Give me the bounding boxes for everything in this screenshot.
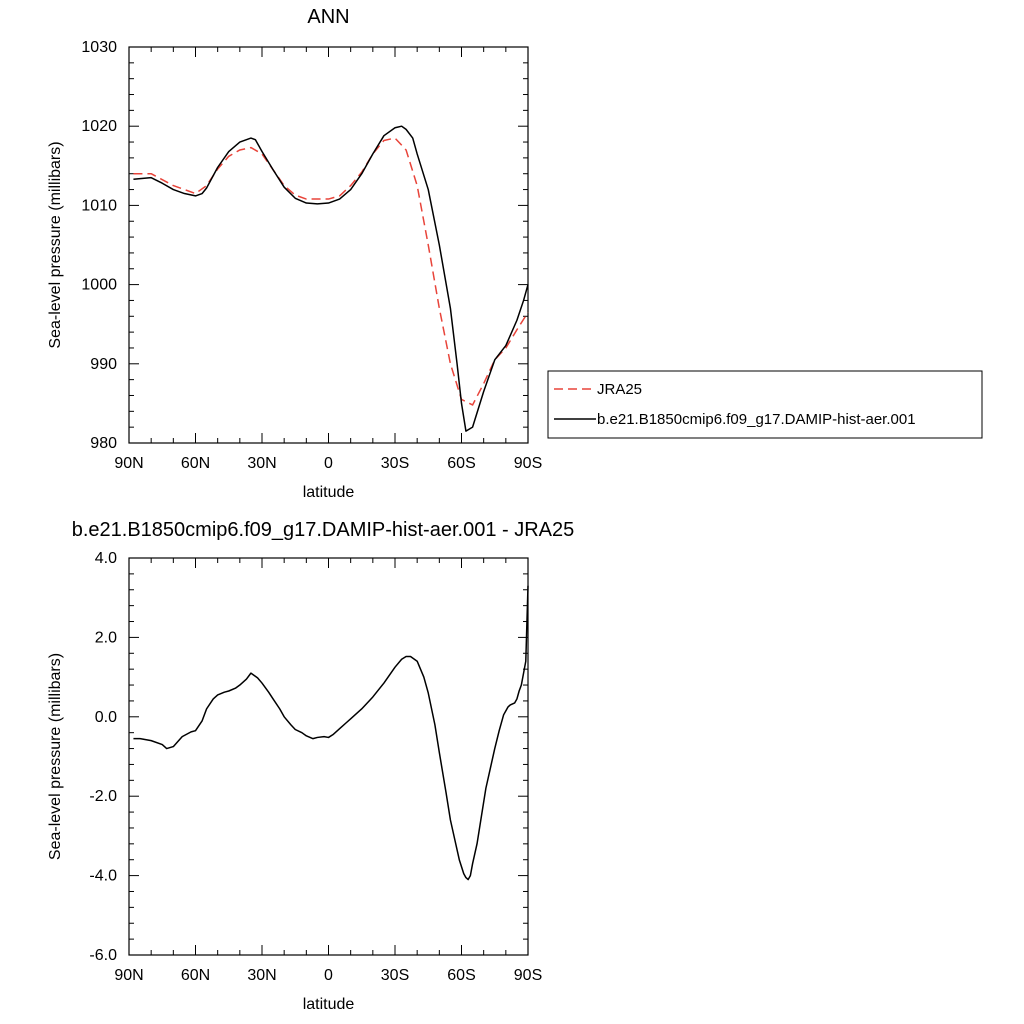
x-tick-label: 0 xyxy=(324,455,333,472)
legend-label-1: b.e21.B1850cmip6.f09_g17.DAMIP-hist-aer.… xyxy=(597,411,916,428)
y-tick-label: 0.0 xyxy=(95,709,117,726)
x-tick-label: 90S xyxy=(514,967,542,984)
x-tick-label: 90N xyxy=(114,967,143,984)
x-tick-label: 30S xyxy=(381,455,409,472)
legend: JRA25 b.e21.B1850cmip6.f09_g17.DAMIP-hist… xyxy=(547,370,983,439)
y-tick-label: 990 xyxy=(90,356,117,373)
series-line-0 xyxy=(133,585,529,881)
plot-frame xyxy=(128,46,529,444)
y-tick-label: 2.0 xyxy=(95,629,117,646)
y-tick-label: 1020 xyxy=(81,118,117,135)
series-line-1 xyxy=(133,125,529,432)
y-tick-label: 1030 xyxy=(81,39,117,56)
panel-top: ANN 90N 60N 30N 0 30S 60S 90S 980 990 1000 1010 1020… xyxy=(47,6,983,501)
x-tick-label: 90S xyxy=(514,455,542,472)
legend-box xyxy=(547,370,983,439)
x-axis-label: latitude xyxy=(303,996,355,1013)
x-tick-label: 60N xyxy=(181,967,210,984)
y-tick-label: 1000 xyxy=(81,277,117,294)
y-tick-label: 4.0 xyxy=(95,550,117,567)
y-tick-label: -4.0 xyxy=(89,868,117,885)
y-tick-label: 980 xyxy=(90,435,117,452)
panel-bottom: b.e21.B1850cmip6.f09_g17.DAMIP-hist-aer.… xyxy=(47,519,574,1013)
x-tick-label: 60S xyxy=(447,455,475,472)
y-tick-label: 1010 xyxy=(81,197,117,214)
x-tick-label: 30N xyxy=(247,967,276,984)
x-tick-label: 60S xyxy=(447,967,475,984)
plot-frame xyxy=(128,557,529,956)
x-axis-label: latitude xyxy=(303,484,355,501)
x-tick-label: 90N xyxy=(114,455,143,472)
x-tick-label: 30S xyxy=(381,967,409,984)
y-tick-label: -2.0 xyxy=(89,788,117,805)
x-tick-label: 60N xyxy=(181,455,210,472)
y-tick-label: -6.0 xyxy=(89,947,117,964)
x-tick-label: 30N xyxy=(247,455,276,472)
chart-title: ANN xyxy=(307,6,349,28)
legend-label-0: JRA25 xyxy=(597,381,642,398)
x-tick-label: 0 xyxy=(324,967,333,984)
y-axis-label: Sea-level pressure (millibars) xyxy=(47,141,64,348)
y-axis-label: Sea-level pressure (millibars) xyxy=(47,653,64,860)
series-line-0 xyxy=(133,137,529,406)
chart-title: b.e21.B1850cmip6.f09_g17.DAMIP-hist-aer.… xyxy=(72,519,575,541)
